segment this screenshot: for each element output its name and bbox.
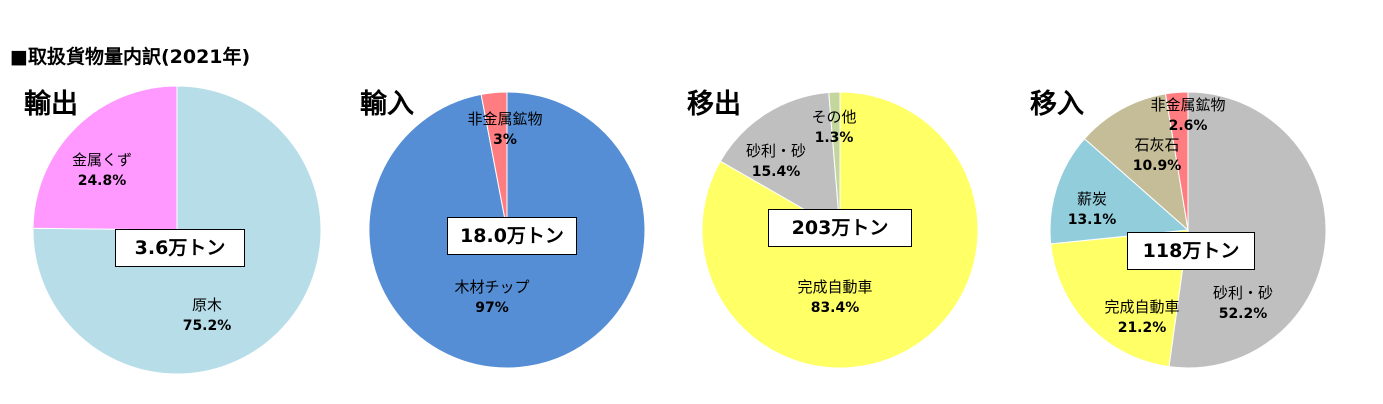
slice-pct-3-2: 13.1%: [1068, 212, 1117, 228]
slice-pct-1-1: 3%: [493, 132, 517, 148]
pie-slice-2-1: [719, 91, 841, 231]
chart-title-export: 輸出: [24, 89, 78, 120]
slice-pct-0-1: 24.8%: [78, 173, 127, 189]
slice-label-1-0: 木材チップ: [454, 278, 529, 296]
slice-pct-0-0: 75.2%: [183, 318, 232, 334]
chart-title-inbound: 移入: [1030, 89, 1084, 120]
slice-pct-2-2: 1.3%: [815, 130, 854, 146]
pie-slice-1-1: [480, 91, 508, 231]
chart-title-import: 輸入: [360, 89, 414, 120]
slice-label-2-1: 砂利・砂: [746, 142, 806, 160]
slice-pct-3-1: 21.2%: [1118, 320, 1167, 336]
pie-chart-outbound: 完成自動車 83.4% 砂利・砂 15.4% その他 1.3%: [701, 91, 979, 369]
pie-chart-export: 原木 75.2% 金属くず 24.8%: [32, 85, 322, 375]
pie-slice-3-4: [1164, 91, 1189, 231]
slice-label-2-0: 完成自動車: [797, 278, 872, 296]
pie-slice-3-2: [1049, 138, 1190, 245]
pie-chart-inbound: 砂利・砂 52.2% 完成自動車 21.2% 薪炭 13.1% 石灰石 10.9% 非金属鉱物 2…: [1049, 91, 1327, 369]
slice-label-0-0: 原木: [192, 296, 222, 314]
total-box-import: 18.0万トン: [447, 217, 577, 255]
pie-chart-import: 木材チップ 97% 非金属鉱物 3%: [368, 91, 646, 369]
slice-label-3-0: 砂利・砂: [1213, 284, 1273, 302]
total-box-export: 3.6万トン: [115, 229, 245, 267]
slice-pct-2-0: 83.4%: [811, 300, 860, 316]
slice-pct-3-4: 2.6%: [1169, 118, 1208, 134]
total-box-outbound: 203万トン: [768, 209, 912, 247]
slice-label-3-3: 石灰石: [1134, 136, 1179, 154]
pie-slice-0-1: [32, 85, 178, 231]
pie-panel-outbound: 完成自動車 83.4% 砂利・砂 15.4% その他 1.3% 移出 203万トン: [665, 0, 1010, 404]
pie-slice-2-2: [828, 91, 841, 231]
page-title: ■取扱貨物量内訳(2021年): [10, 46, 251, 68]
slice-label-3-2: 薪炭: [1077, 190, 1107, 208]
slice-pct-2-1: 15.4%: [752, 164, 801, 180]
slice-pct-1-0: 97%: [475, 300, 509, 316]
slice-label-1-1: 非金属鉱物: [467, 110, 542, 128]
pie-slice-3-3: [1083, 93, 1189, 232]
slice-pct-3-0: 52.2%: [1219, 306, 1268, 322]
slice-pct-3-3: 10.9%: [1133, 158, 1182, 174]
slice-label-2-2: その他: [811, 108, 856, 126]
chart-title-outbound: 移出: [687, 89, 741, 120]
pie-slice-3-0: [1168, 91, 1327, 369]
pie-panel-inbound: 砂利・砂 52.2% 完成自動車 21.2% 薪炭 13.1% 石灰石 10.9% 非金属鉱物 2…: [1010, 0, 1355, 404]
pie-panel-export: 原木 75.2% 金属くず 24.8% 輸出 3.6万トン: [0, 0, 345, 404]
pie-panel-import: 木材チップ 97% 非金属鉱物 3% 輸入 18.0万トン: [330, 0, 675, 404]
slice-label-3-4: 非金属鉱物: [1150, 96, 1225, 114]
total-box-inbound: 118万トン: [1127, 232, 1255, 270]
slice-label-0-1: 金属くず: [72, 151, 132, 169]
slice-label-3-1: 完成自動車: [1104, 298, 1179, 316]
